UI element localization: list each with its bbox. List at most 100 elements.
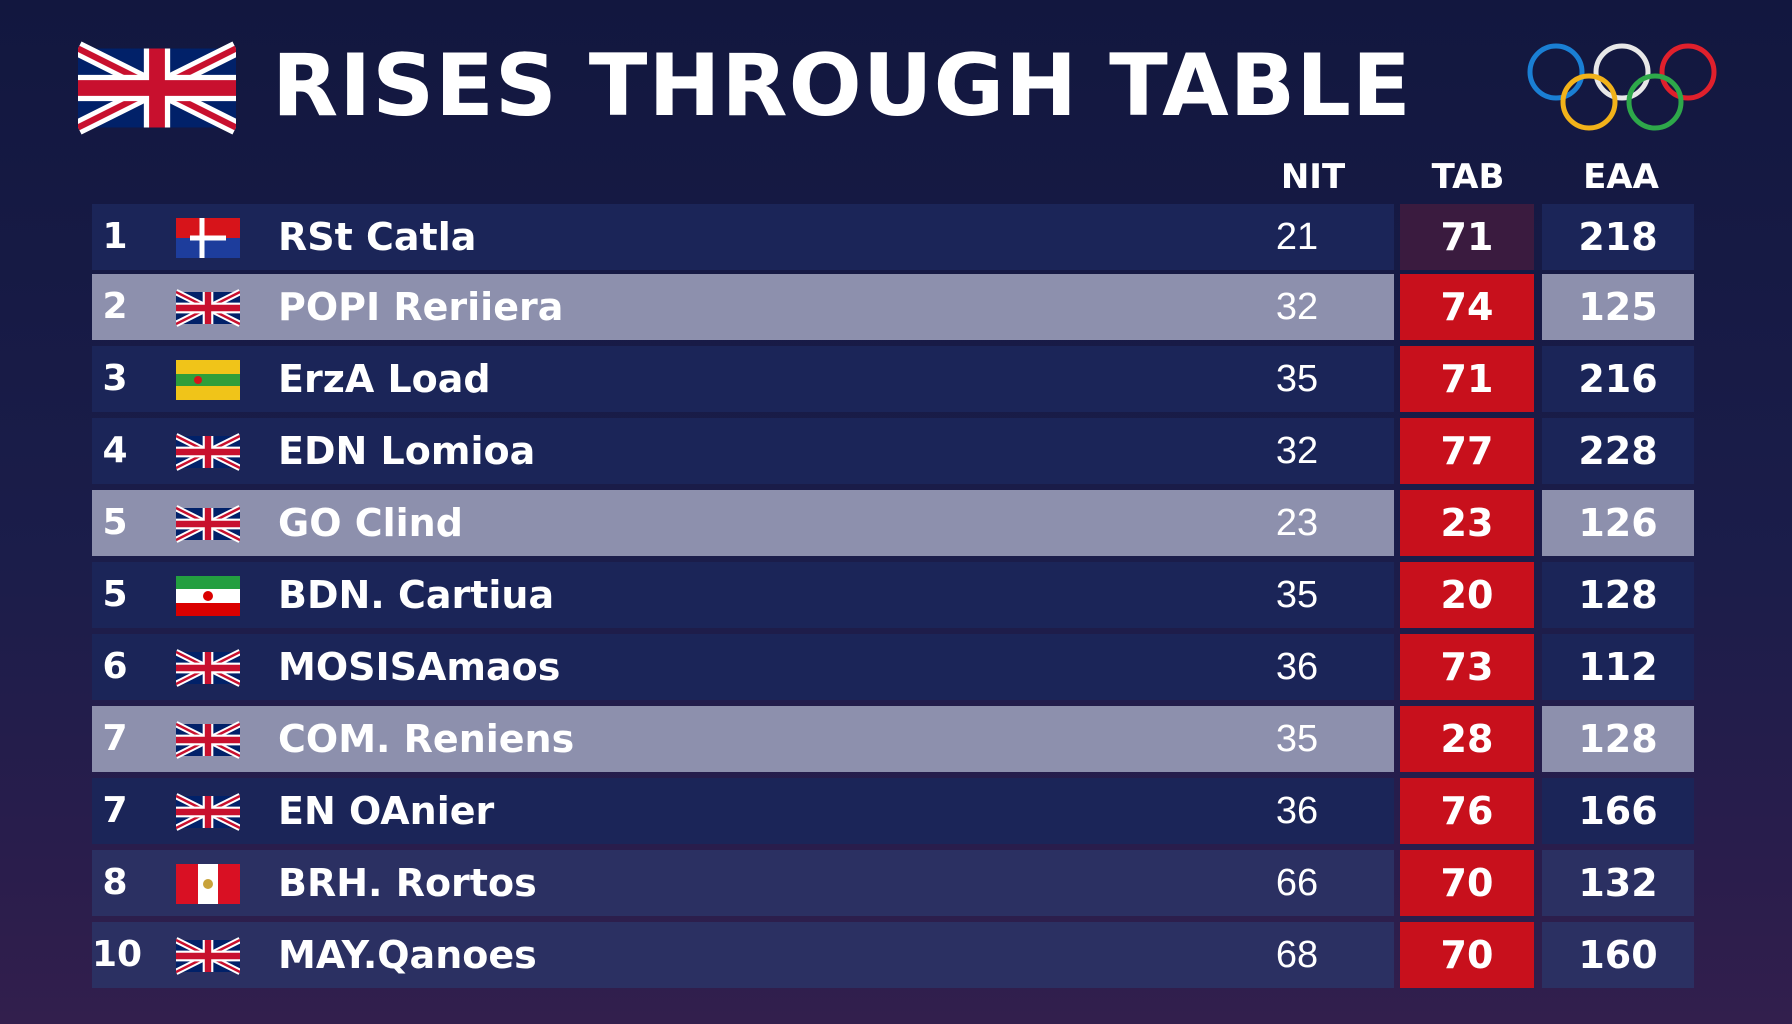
eaa-cell: 126 — [1542, 490, 1694, 556]
nit-value: 21 — [1275, 216, 1319, 258]
tab-cell: 73 — [1400, 634, 1534, 700]
team-name: RSt Catla — [278, 215, 477, 259]
eaa-value: 128 — [1578, 717, 1658, 761]
table-row: 10 MAY.Qanoes 68 70 160 — [92, 922, 1694, 988]
tab-cell: 71 — [1400, 204, 1534, 270]
tab-value: 74 — [1440, 285, 1494, 329]
eaa-cell: 125 — [1542, 274, 1694, 340]
table-row: 6 MOSISAmaos 36 73 112 — [92, 634, 1694, 700]
table-row: 3 ErzA Load 35 71 216 — [92, 346, 1694, 412]
green-white-red-flag-icon — [176, 576, 240, 616]
tab-cell: 74 — [1400, 274, 1534, 340]
eaa-value: 126 — [1578, 501, 1658, 545]
team-name: MOSISAmaos — [278, 645, 561, 689]
tab-value: 28 — [1440, 717, 1494, 761]
table-row: 1 RSt Catla 21 71 218 — [92, 204, 1694, 270]
team-name: MAY.Qanoes — [278, 933, 537, 977]
row-main-cell: 4 EDN Lomioa 32 — [92, 418, 1394, 484]
eaa-value: 160 — [1578, 933, 1658, 977]
union-jack-flag-icon — [176, 432, 240, 472]
tab-cell: 76 — [1400, 778, 1534, 844]
rank: 3 — [102, 358, 128, 399]
tab-cell: 28 — [1400, 706, 1534, 772]
page-title: RISES THROUGH TABLE — [272, 36, 1412, 136]
tab-cell: 70 — [1400, 922, 1534, 988]
rank: 10 — [92, 934, 143, 975]
tab-cell: 77 — [1400, 418, 1534, 484]
union-jack-flag-icon — [78, 38, 236, 138]
team-name: BDN. Cartiua — [278, 573, 555, 617]
nit-value: 68 — [1275, 934, 1319, 976]
table-row: 5 BDN. Cartiua 35 20 128 — [92, 562, 1694, 628]
column-header-eaa: EAA — [1583, 157, 1659, 197]
eaa-value: 216 — [1578, 357, 1658, 401]
eaa-cell: 132 — [1542, 850, 1694, 916]
row-main-cell: 7 EN OAnier 36 — [92, 778, 1394, 844]
row-main-cell: 2 POPI Reriiera 32 — [92, 274, 1394, 340]
nit-value: 32 — [1275, 430, 1319, 472]
union-jack-flag-icon — [176, 720, 240, 760]
tab-cell: 20 — [1400, 562, 1534, 628]
eaa-value: 112 — [1578, 645, 1658, 689]
eaa-cell: 112 — [1542, 634, 1694, 700]
nit-value: 36 — [1275, 790, 1319, 832]
tab-cell: 70 — [1400, 850, 1534, 916]
nit-value: 23 — [1275, 502, 1319, 544]
eaa-value: 228 — [1578, 429, 1658, 473]
eaa-value: 166 — [1578, 789, 1658, 833]
row-main-cell: 3 ErzA Load 35 — [92, 346, 1394, 412]
tab-cell: 23 — [1400, 490, 1534, 556]
nit-value: 35 — [1275, 574, 1319, 616]
table-row: 7 EN OAnier 36 76 166 — [92, 778, 1694, 844]
row-main-cell: 8 BRH. Rortos 66 — [92, 850, 1394, 916]
union-jack-flag-icon — [176, 936, 240, 976]
eaa-cell: 216 — [1542, 346, 1694, 412]
row-main-cell: 10 MAY.Qanoes 68 — [92, 922, 1394, 988]
row-main-cell: 6 MOSISAmaos 36 — [92, 634, 1394, 700]
eaa-cell: 128 — [1542, 562, 1694, 628]
table-row: 8 BRH. Rortos 66 70 132 — [92, 850, 1694, 916]
olympic-rings-icon — [1527, 43, 1717, 131]
nit-value: 32 — [1275, 286, 1319, 328]
eaa-cell: 228 — [1542, 418, 1694, 484]
tab-value: 73 — [1440, 645, 1494, 689]
red-white-flag-icon — [176, 218, 240, 258]
rank: 4 — [102, 430, 128, 471]
team-name: BRH. Rortos — [278, 861, 537, 905]
tab-value: 23 — [1440, 501, 1494, 545]
rank: 7 — [102, 790, 128, 831]
union-jack-flag-icon — [176, 648, 240, 688]
tab-cell: 71 — [1400, 346, 1534, 412]
rank: 5 — [102, 502, 128, 543]
nit-value: 66 — [1275, 862, 1319, 904]
rank: 7 — [102, 718, 128, 759]
team-name: ErzA Load — [278, 357, 491, 401]
header: RISES THROUGH TABLE — [0, 0, 1792, 160]
tab-value: 70 — [1440, 933, 1494, 977]
union-jack-flag-icon — [176, 288, 240, 328]
table-row: 2 POPI Reriiera 32 74 125 — [92, 274, 1694, 340]
column-header-tab: TAB — [1431, 157, 1505, 197]
rank: 8 — [102, 862, 128, 903]
team-name: EDN Lomioa — [278, 429, 536, 473]
table-row: 4 EDN Lomioa 32 77 228 — [92, 418, 1694, 484]
union-jack-flag-icon — [176, 504, 240, 544]
eaa-value: 128 — [1578, 573, 1658, 617]
table-row: 5 GO Clind 23 23 126 — [92, 490, 1694, 556]
rank: 1 — [102, 216, 128, 257]
yellow-green-flag-icon — [176, 360, 240, 400]
column-header-nit: NIT — [1280, 157, 1346, 197]
tab-value: 70 — [1440, 861, 1494, 905]
tab-value: 71 — [1440, 215, 1494, 259]
rank: 2 — [102, 286, 128, 327]
eaa-cell: 166 — [1542, 778, 1694, 844]
row-main-cell: 1 RSt Catla 21 — [92, 204, 1394, 270]
eaa-cell: 128 — [1542, 706, 1694, 772]
eaa-cell: 160 — [1542, 922, 1694, 988]
tab-value: 71 — [1440, 357, 1494, 401]
tab-value: 20 — [1440, 573, 1494, 617]
union-jack-flag-icon — [176, 792, 240, 832]
rank: 6 — [102, 646, 128, 687]
nit-value: 36 — [1275, 646, 1319, 688]
eaa-cell: 218 — [1542, 204, 1694, 270]
